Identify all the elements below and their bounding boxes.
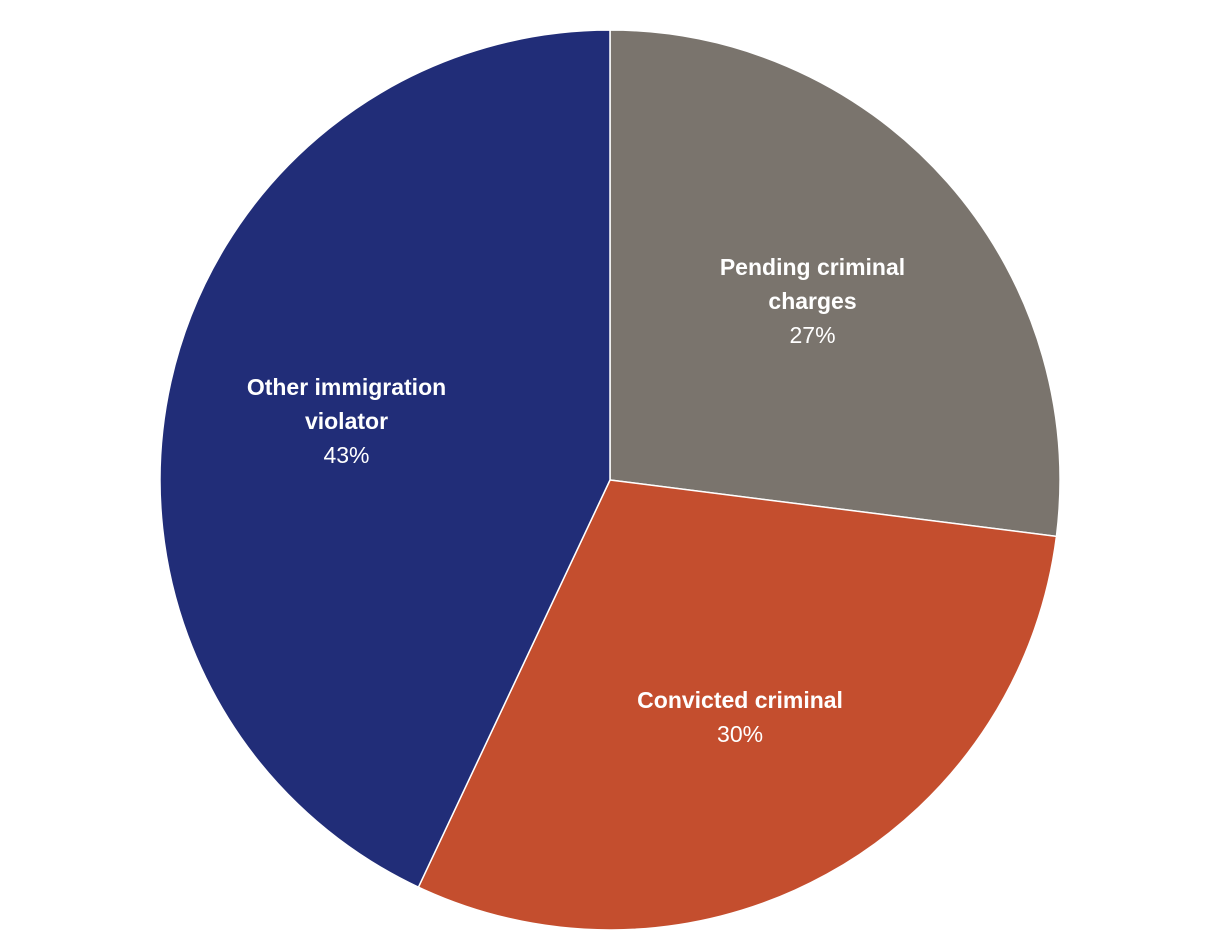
pie-slice [159, 29, 611, 889]
value-label: 27% [789, 322, 836, 349]
slice-label: Pending criminal charges 27% [683, 250, 943, 352]
slice-label: Other immigration violator 43% [217, 370, 477, 472]
category-label: Pending criminal charges [719, 254, 906, 315]
value-label: 30% [717, 720, 764, 747]
value-label: 43% [323, 442, 370, 469]
category-label: Convicted criminal [637, 686, 843, 713]
category-label: Other immigration violator [246, 374, 447, 435]
pie-slice [609, 29, 1061, 538]
slice-label: Convicted criminal 30% [610, 683, 870, 751]
pie-slice [417, 479, 1058, 931]
